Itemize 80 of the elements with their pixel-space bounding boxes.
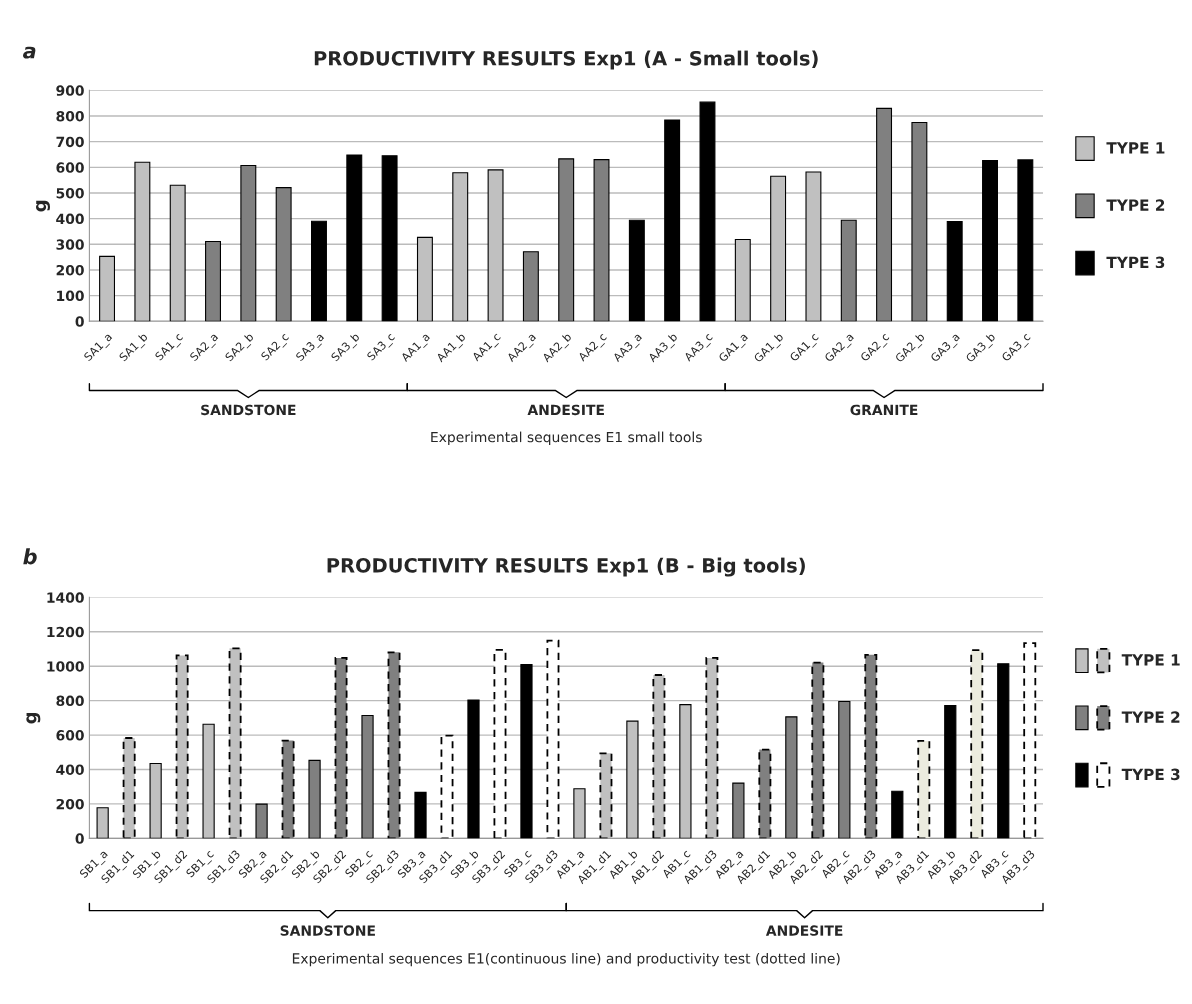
legend-label: TYPE 3 [1106, 256, 1165, 269]
bar [361, 714, 374, 839]
y-axis-title: g [26, 712, 41, 724]
text: a [23, 46, 36, 59]
bar [414, 791, 427, 839]
bar [1017, 159, 1034, 322]
y-tick-label: 0 [75, 833, 84, 844]
bar [546, 639, 560, 839]
bar [493, 648, 507, 839]
bar [1023, 642, 1037, 839]
bar [917, 740, 931, 839]
bar [840, 219, 857, 322]
bar [346, 154, 363, 322]
bar [205, 240, 221, 322]
bar [275, 187, 292, 322]
y-tick-label: 900 [56, 85, 84, 96]
bar [255, 803, 268, 839]
bar [944, 704, 957, 839]
x-axis-title: Experimental sequences E1(continuous line) and productivity test (dotted line) [292, 952, 840, 967]
bar [997, 663, 1010, 839]
bar [381, 155, 398, 322]
y-tick-label: 200 [56, 798, 84, 810]
bar [281, 739, 295, 839]
legend-label: TYPE 1 [1106, 142, 1165, 154]
y-tick-label: 600 [56, 730, 84, 741]
legend-label: TYPE 3 [1121, 768, 1180, 781]
bar [838, 700, 851, 839]
bar [240, 164, 257, 322]
bar [628, 219, 645, 322]
text: GRANITE [850, 404, 918, 416]
bar [758, 748, 772, 839]
y-tick-label: 1000 [47, 661, 84, 672]
bar [387, 651, 401, 839]
bar [467, 699, 480, 839]
text: b [23, 548, 37, 565]
bar [334, 657, 348, 839]
bar [785, 716, 798, 839]
chart-title: PRODUCTIVITY RESULTS Exp1 (A - Small tools) [314, 50, 818, 70]
text: SANDSTONE [201, 404, 296, 416]
y-tick-label: 700 [56, 136, 84, 148]
y-tick-label: 600 [56, 162, 84, 173]
y-tick-label: 800 [56, 110, 84, 122]
bar [664, 119, 681, 322]
bar [982, 160, 998, 322]
bar [593, 159, 610, 322]
bar [811, 661, 825, 839]
y-tick-label: 300 [56, 239, 84, 250]
bar [864, 653, 878, 839]
y-tick-label: 1200 [47, 626, 84, 638]
bar [911, 121, 928, 322]
y-tick-label: 800 [56, 695, 84, 707]
bar [310, 220, 327, 322]
bar [522, 251, 539, 322]
y-tick-label: 0 [75, 316, 84, 327]
bar [308, 759, 321, 839]
bar [876, 107, 893, 322]
text: ANDESITE [765, 925, 843, 936]
y-axis-title: g [36, 200, 50, 212]
bar [440, 734, 454, 839]
y-tick-label: 400 [56, 764, 84, 775]
bar [520, 664, 533, 839]
text: SANDSTONE [280, 925, 375, 936]
bar [970, 649, 984, 839]
bar [946, 220, 963, 322]
y-tick-label: 200 [56, 264, 84, 276]
y-tick-label: 1400 [47, 592, 84, 603]
legend-label: TYPE 2 [1121, 711, 1180, 723]
bar [558, 158, 575, 322]
y-tick-label: 500 [56, 187, 84, 199]
bar [96, 807, 109, 839]
chart-title: PRODUCTIVITY RESULTS Exp1 (B - Big tools) [327, 557, 805, 577]
y-tick-label: 400 [56, 213, 84, 225]
bar [891, 790, 904, 839]
bar [699, 101, 716, 322]
y-tick-label: 100 [57, 290, 84, 302]
text: ANDESITE [527, 404, 604, 416]
bar [732, 782, 745, 839]
legend-label: TYPE 2 [1106, 199, 1165, 211]
x-axis-title: Experimental sequences E1 small tools [431, 431, 702, 445]
legend-label: TYPE 1 [1121, 654, 1180, 666]
